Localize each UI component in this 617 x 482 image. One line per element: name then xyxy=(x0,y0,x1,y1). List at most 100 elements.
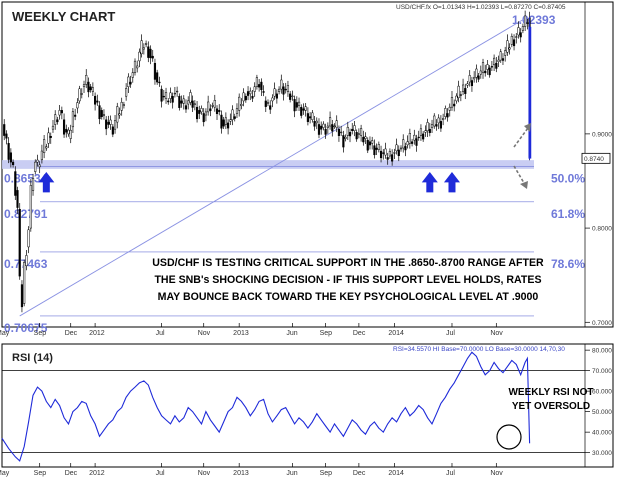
candle-up xyxy=(255,77,258,88)
candle-down xyxy=(417,136,420,139)
candle-up xyxy=(122,104,125,106)
candle-down xyxy=(262,91,265,93)
candle-down xyxy=(62,119,66,135)
fib-left-label: 0.70675 xyxy=(4,321,48,335)
candle-up xyxy=(377,144,380,150)
candle-up xyxy=(229,119,232,122)
candle-up xyxy=(473,77,476,80)
candle-down xyxy=(227,122,230,129)
rsi-x-tick-label: Jul xyxy=(156,470,165,477)
candle-down xyxy=(151,55,154,59)
candle-down xyxy=(362,136,365,143)
candle-up xyxy=(125,88,128,97)
candle-up xyxy=(224,117,227,125)
price-x-tick-label: 2014 xyxy=(388,330,404,337)
candle-down xyxy=(512,39,516,47)
candle-down xyxy=(355,132,358,140)
candle-up xyxy=(524,15,527,27)
candle-down xyxy=(74,114,77,117)
price-annotation: USD/CHF IS TESTING CRITICAL SUPPORT IN T… xyxy=(152,257,544,303)
rsi-highlight-circle xyxy=(496,424,522,450)
candle-down xyxy=(275,93,278,99)
candle-down xyxy=(195,106,199,120)
candle-down xyxy=(215,108,219,114)
candle-up xyxy=(82,84,86,88)
candle-up xyxy=(499,51,502,61)
candle-up xyxy=(326,125,329,128)
rsi-x-tick-label: Dec xyxy=(353,470,366,477)
price-x-tick-label: May xyxy=(0,330,10,337)
candle-up xyxy=(80,93,83,95)
candle-up xyxy=(493,57,496,66)
rsi-reference-lines xyxy=(2,370,585,453)
candle-up xyxy=(31,178,35,191)
fib-right-label: 50.0% xyxy=(551,172,585,186)
candle-up xyxy=(357,133,360,135)
price-x-tick-label: Sep xyxy=(34,330,47,337)
candle-down xyxy=(60,110,63,114)
candle-up xyxy=(36,159,39,163)
candle-up xyxy=(402,139,405,149)
candle-down xyxy=(65,128,68,133)
candle-down xyxy=(100,110,103,117)
support-arrow-up xyxy=(38,172,55,193)
candle-up xyxy=(517,27,520,36)
candle-down xyxy=(317,124,321,135)
candle-up xyxy=(315,120,318,124)
rsi-x-tick-label: 2012 xyxy=(89,470,105,477)
candle-up xyxy=(113,120,117,130)
candle-down xyxy=(453,103,456,107)
price-x-tick-label: Jul xyxy=(446,330,455,337)
candle-down xyxy=(264,100,267,107)
candle-up xyxy=(187,100,190,105)
candle-up xyxy=(253,86,256,92)
candle-down xyxy=(7,143,10,160)
candle-down xyxy=(289,93,292,100)
candle-up xyxy=(238,96,241,111)
candle-up xyxy=(109,119,112,125)
candle-down xyxy=(111,126,114,135)
candle-down xyxy=(464,88,467,94)
price-x-ticks: May Sep Dec 2012 Jul Nov 2013 Jun Sep Dec 2014 Jul N… xyxy=(0,323,503,337)
candle-down xyxy=(428,128,431,133)
candle-down xyxy=(251,95,254,99)
crash-candle xyxy=(528,26,532,159)
candle-down xyxy=(422,133,425,140)
candle-up xyxy=(273,88,276,97)
candle-up xyxy=(399,147,403,150)
rsi-x-tick-label: 2014 xyxy=(388,470,404,477)
rsi-y-tick-label: 50.000 xyxy=(592,409,612,416)
price-x-tick-label: Jun xyxy=(286,330,297,337)
candle-up xyxy=(344,136,347,139)
candle-up xyxy=(457,85,460,99)
rsi-header: RSI=34.5570 HI Base=70.0000 LO Base=30.0… xyxy=(393,346,565,353)
candle-down xyxy=(184,105,188,110)
candle-down xyxy=(342,135,345,148)
candle-down xyxy=(171,95,174,103)
candle-up xyxy=(461,84,465,92)
trendline xyxy=(19,16,528,317)
candle-up xyxy=(173,92,176,95)
candle-up xyxy=(78,88,81,102)
candle-up xyxy=(468,75,471,83)
candle-up xyxy=(71,111,75,128)
candle-down xyxy=(495,62,498,69)
candle-up xyxy=(76,102,79,109)
candle-up xyxy=(475,68,478,78)
candle-up xyxy=(91,87,94,92)
price-x-tick-label: Nov xyxy=(198,330,211,337)
candle-down xyxy=(180,100,183,104)
candle-down xyxy=(284,88,287,91)
candle-up xyxy=(118,113,121,116)
candle-up xyxy=(510,36,513,45)
candle-down xyxy=(302,108,305,111)
candle-up xyxy=(193,103,196,105)
candle-up xyxy=(120,101,123,111)
last-price-box xyxy=(581,152,611,164)
fib-left-label: 0.86534 xyxy=(4,172,48,186)
candle-down xyxy=(222,119,225,127)
support-arrow-up xyxy=(443,172,461,193)
candle-down xyxy=(191,100,194,108)
candle-up xyxy=(430,124,434,128)
